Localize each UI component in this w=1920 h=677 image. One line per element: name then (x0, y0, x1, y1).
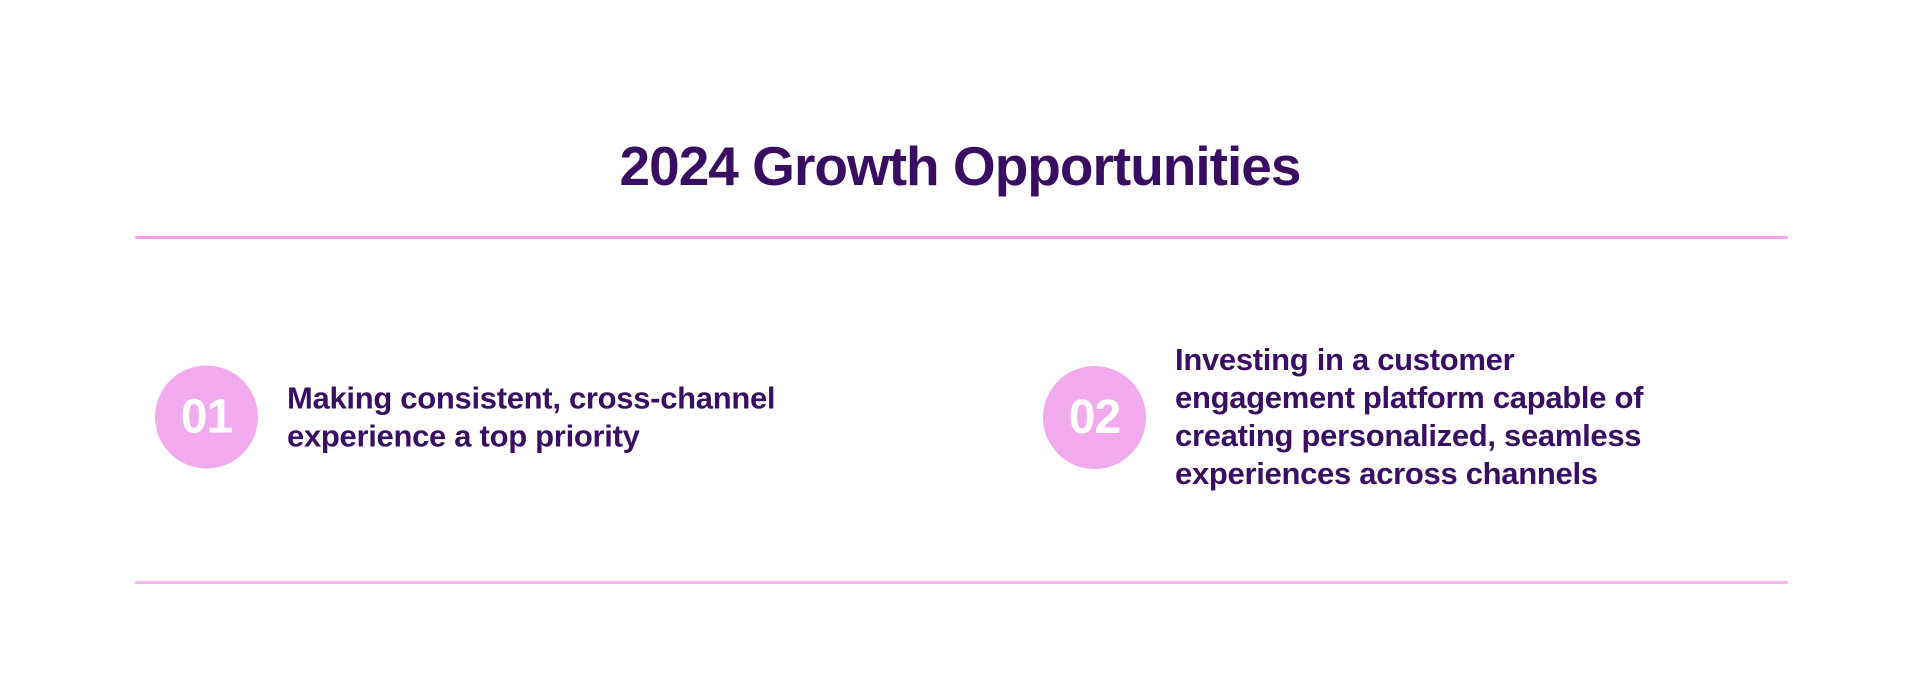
item-text-line: Investing in a customer (1175, 342, 1515, 377)
top-divider (135, 236, 1788, 239)
page-title: 2024 Growth Opportunities (619, 134, 1302, 197)
item-number-badge-01: 01 (155, 365, 258, 469)
item-text-2: Investing in a customer engagement platf… (1175, 341, 1643, 493)
item-text-line: Making consistent, cross-channel (287, 380, 776, 415)
item-text-line: experience a top priority (287, 418, 640, 453)
item-text-1: Making consistent, cross-channel experie… (287, 379, 776, 455)
bottom-divider (135, 581, 1788, 584)
item-number-badge-02: 02 (1043, 365, 1146, 469)
item-text-line: experiences across channels (1175, 456, 1598, 491)
item-text-line: engagement platform capable of (1175, 380, 1644, 415)
item-text-line: creating personalized, seamless (1175, 418, 1642, 453)
opportunity-item-1: 01 Making consistent, cross-channel expe… (155, 365, 776, 469)
opportunity-item-2: 02 Investing in a customer engagement pl… (1043, 341, 1643, 493)
